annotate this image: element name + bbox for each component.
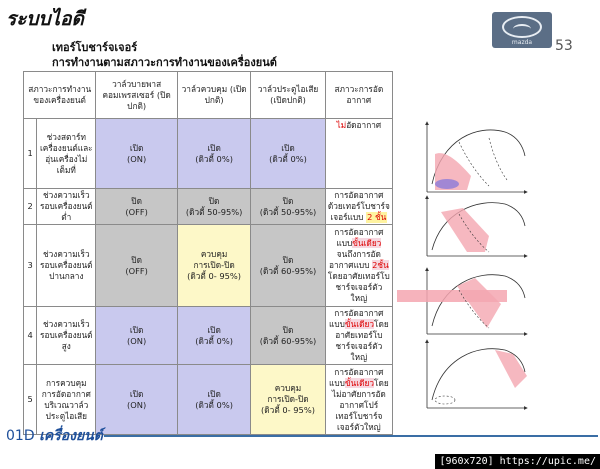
header-bypass-valve: วาล์วบายพาสคอมเพรสเซอร์ (ปิดปกติ)	[95, 71, 178, 119]
header-condition: สภาวะการทำงานของเครื่องยนต์	[22, 71, 97, 119]
watermark-text: [960x720] https://upic.me/	[435, 454, 600, 469]
operation-table: สภาวะการทำงานของเครื่องยนต์ วาล์วบายพาสค…	[22, 71, 394, 435]
table-row: 4 ช่วงความเร็วรอบเครื่องยนต์สูง เปิด (ON)…	[22, 306, 394, 365]
diagram-1	[425, 121, 528, 194]
diagram-2	[425, 195, 528, 258]
page-title: ระบบไอดี	[6, 8, 84, 30]
footer-section-label: 01D เครื่องยนต์	[6, 428, 103, 444]
footer-divider	[104, 435, 598, 437]
mazda-logo: mazda	[492, 12, 552, 48]
subtitle-operation: การทำงานตามสภาวะการทำงานของเครื่องยนต์	[52, 56, 277, 69]
table-row: 5 การควบคุมการอัดอากาศบริเวณวาล์วประตูไอ…	[22, 364, 394, 435]
diagram-3	[397, 267, 528, 336]
header-boost-state: สภาวะการอัดอากาศ	[324, 71, 394, 119]
diagram-4	[425, 339, 528, 410]
table-header-row: สภาวะการทำงานของเครื่องยนต์ วาล์วบายพาสค…	[22, 71, 394, 119]
table-row: 2 ช่วงความเร็วรอบเครื่องยนต์ต่ำ ปิด (OFF)…	[22, 188, 394, 225]
table-row: 1 ช่วงสตาร์ทเครื่องยนต์และอุ่นเครื่องไม่…	[22, 118, 394, 189]
boost-diagrams	[397, 121, 528, 410]
page-number: 53	[555, 38, 573, 54]
header-wastegate-valve: วาล์วประตูไอเสีย (เปิดปกติ)	[250, 71, 326, 119]
header-control-valve: วาล์วควบคุม (เปิดปกติ)	[176, 71, 252, 119]
subtitle-turbo: เทอร์โบชาร์จเจอร์	[52, 41, 138, 54]
table-row: 3 ช่วงความเร็วรอบเครื่องยนต์ปานกลาง ปิด(…	[22, 224, 394, 307]
